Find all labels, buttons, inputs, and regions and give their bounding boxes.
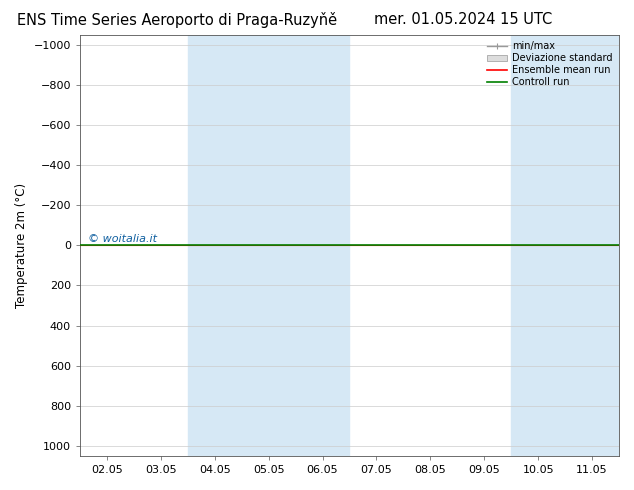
Bar xyxy=(511,35,619,456)
Y-axis label: Temperature 2m (°C): Temperature 2m (°C) xyxy=(15,183,28,308)
Text: ENS Time Series Aeroporto di Praga-Ruzyňě: ENS Time Series Aeroporto di Praga-Ruzyň… xyxy=(18,12,337,28)
Text: © woitalia.it: © woitalia.it xyxy=(88,234,157,244)
Bar xyxy=(188,35,349,456)
Legend: min/max, Deviazione standard, Ensemble mean run, Controll run: min/max, Deviazione standard, Ensemble m… xyxy=(486,40,614,89)
Text: mer. 01.05.2024 15 UTC: mer. 01.05.2024 15 UTC xyxy=(373,12,552,27)
